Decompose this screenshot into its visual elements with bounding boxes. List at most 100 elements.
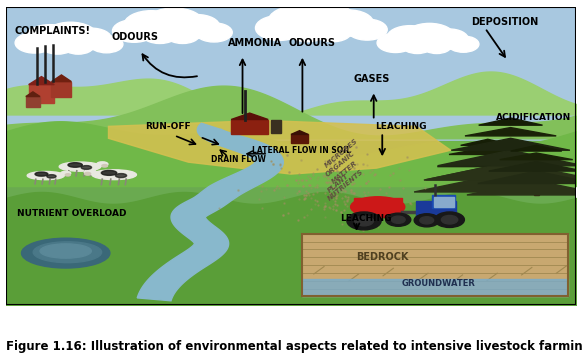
Circle shape bbox=[144, 8, 204, 39]
Polygon shape bbox=[231, 113, 268, 120]
Bar bbox=[534, 181, 538, 195]
Ellipse shape bbox=[47, 175, 56, 178]
Text: LEACHING: LEACHING bbox=[375, 122, 427, 131]
Polygon shape bbox=[437, 157, 538, 166]
Text: NUTRIENT OVERLOAD: NUTRIENT OVERLOAD bbox=[17, 209, 127, 218]
Polygon shape bbox=[449, 147, 527, 154]
Bar bbox=[6, 141, 576, 305]
Text: DRAIN FLOW: DRAIN FLOW bbox=[211, 155, 266, 164]
Ellipse shape bbox=[84, 173, 91, 175]
Circle shape bbox=[15, 33, 54, 53]
Bar bbox=[271, 120, 281, 133]
Polygon shape bbox=[29, 77, 54, 84]
Circle shape bbox=[255, 16, 303, 40]
Circle shape bbox=[314, 22, 352, 42]
Circle shape bbox=[63, 38, 94, 54]
Polygon shape bbox=[425, 166, 550, 180]
Polygon shape bbox=[465, 127, 556, 136]
Bar bbox=[26, 97, 40, 107]
Text: Figure 1.16: Illustration of environmental aspects related to intensive livestoc: Figure 1.16: Illustration of environment… bbox=[6, 340, 582, 353]
Ellipse shape bbox=[59, 162, 101, 171]
Circle shape bbox=[422, 38, 451, 54]
Circle shape bbox=[402, 37, 433, 54]
Text: ODOURS: ODOURS bbox=[111, 32, 158, 42]
Circle shape bbox=[414, 214, 439, 227]
Bar bbox=[51, 82, 72, 97]
Ellipse shape bbox=[97, 162, 108, 166]
Bar bbox=[291, 135, 308, 143]
Text: ORGANIC: ORGANIC bbox=[324, 150, 356, 178]
Circle shape bbox=[174, 15, 219, 38]
Bar bbox=[508, 162, 513, 180]
Circle shape bbox=[404, 23, 455, 50]
Ellipse shape bbox=[61, 171, 70, 175]
Polygon shape bbox=[500, 153, 573, 160]
Text: ODOURS: ODOURS bbox=[288, 38, 335, 48]
Ellipse shape bbox=[102, 165, 108, 167]
Circle shape bbox=[26, 24, 74, 50]
Ellipse shape bbox=[65, 174, 70, 176]
Polygon shape bbox=[460, 139, 515, 145]
Bar bbox=[29, 84, 54, 103]
Bar bbox=[485, 177, 490, 192]
Bar bbox=[231, 120, 268, 134]
Text: GROUNDWATER: GROUNDWATER bbox=[401, 279, 475, 288]
Bar bbox=[303, 279, 567, 296]
Circle shape bbox=[377, 33, 414, 53]
Polygon shape bbox=[51, 75, 72, 82]
Polygon shape bbox=[137, 123, 283, 301]
Bar bbox=[303, 234, 567, 296]
Circle shape bbox=[391, 216, 405, 223]
Circle shape bbox=[165, 26, 200, 43]
Polygon shape bbox=[26, 92, 40, 97]
Polygon shape bbox=[291, 131, 308, 135]
Circle shape bbox=[41, 37, 74, 54]
Ellipse shape bbox=[68, 163, 83, 167]
Ellipse shape bbox=[40, 244, 91, 258]
Ellipse shape bbox=[115, 174, 127, 178]
Circle shape bbox=[430, 29, 469, 49]
Circle shape bbox=[141, 24, 178, 43]
Text: DEPOSITION: DEPOSITION bbox=[471, 17, 538, 27]
Polygon shape bbox=[489, 162, 582, 171]
Bar bbox=[6, 7, 576, 192]
Polygon shape bbox=[467, 181, 582, 195]
Circle shape bbox=[70, 28, 112, 50]
Circle shape bbox=[268, 6, 328, 37]
Circle shape bbox=[347, 19, 387, 40]
Ellipse shape bbox=[35, 172, 48, 176]
Text: AMMONIA: AMMONIA bbox=[228, 38, 282, 48]
Circle shape bbox=[441, 215, 457, 224]
Circle shape bbox=[448, 36, 479, 52]
Circle shape bbox=[90, 36, 123, 53]
Circle shape bbox=[435, 212, 464, 228]
Polygon shape bbox=[438, 150, 582, 166]
Text: COMPLAINTS!: COMPLAINTS! bbox=[15, 26, 90, 36]
Text: LATERAL FLOW IN SOIL: LATERAL FLOW IN SOIL bbox=[252, 146, 351, 155]
Ellipse shape bbox=[92, 170, 136, 180]
Circle shape bbox=[347, 212, 381, 230]
Circle shape bbox=[323, 10, 374, 36]
Polygon shape bbox=[510, 145, 562, 151]
Polygon shape bbox=[424, 162, 582, 180]
Bar bbox=[432, 195, 455, 208]
Ellipse shape bbox=[84, 170, 96, 174]
Text: MATTER: MATTER bbox=[331, 160, 359, 185]
Circle shape bbox=[387, 26, 434, 50]
Circle shape bbox=[288, 21, 328, 42]
Text: ACIDIFICATION: ACIDIFICATION bbox=[496, 113, 572, 122]
Ellipse shape bbox=[22, 238, 110, 268]
Ellipse shape bbox=[101, 170, 117, 175]
Polygon shape bbox=[414, 177, 562, 192]
Text: LEACHING: LEACHING bbox=[340, 214, 392, 223]
Circle shape bbox=[290, 3, 356, 37]
Ellipse shape bbox=[27, 171, 64, 180]
Ellipse shape bbox=[350, 197, 405, 217]
Circle shape bbox=[354, 216, 374, 226]
Polygon shape bbox=[478, 171, 582, 184]
Bar bbox=[417, 201, 456, 217]
Bar bbox=[303, 234, 567, 296]
Circle shape bbox=[420, 217, 434, 224]
Bar bbox=[434, 197, 454, 207]
Text: RUN-OFF: RUN-OFF bbox=[146, 122, 191, 131]
